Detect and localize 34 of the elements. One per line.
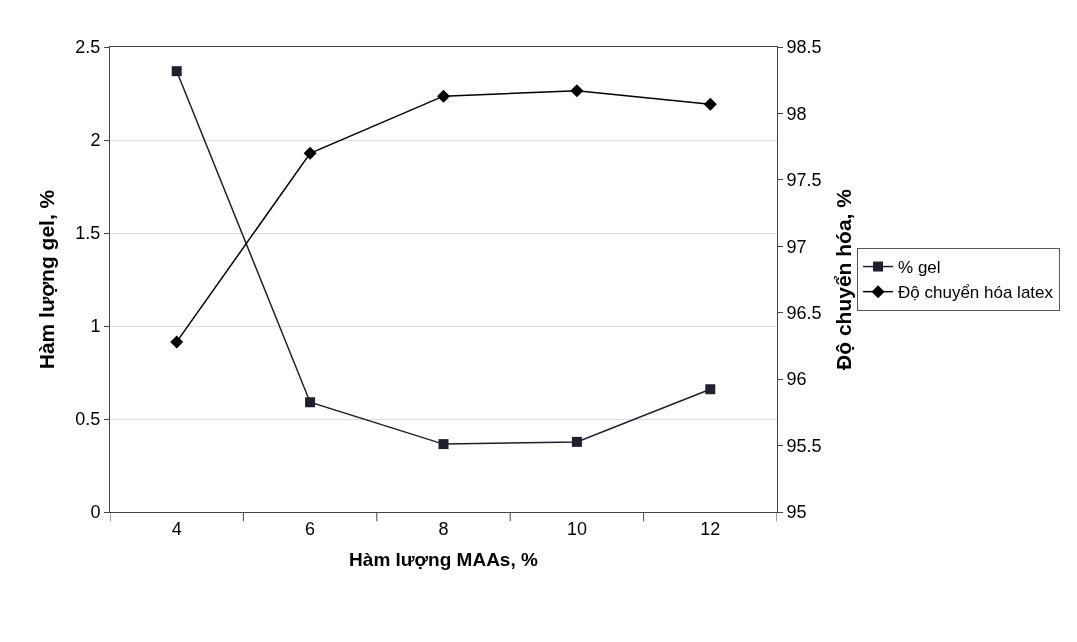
y-tick-label: 0.5: [75, 409, 101, 430]
y2-tick-label: 97: [786, 236, 807, 257]
point: [703, 97, 717, 111]
point: [171, 66, 182, 77]
legend-label: % gel: [898, 258, 941, 278]
point: [438, 439, 449, 450]
y-axis-title: Hàm lượng gel, %: [34, 189, 58, 370]
point: [437, 89, 450, 103]
y-tick-label: 2: [90, 130, 101, 151]
y2-tick-label: 98.5: [786, 37, 822, 58]
y2-tick-label: 96.5: [786, 303, 822, 324]
point: [170, 335, 184, 349]
point: [570, 84, 584, 98]
point: [571, 436, 582, 447]
y-tick-label: 1.5: [75, 223, 101, 244]
point: [303, 146, 317, 160]
x-tick-label: 8: [438, 518, 449, 539]
x-axis-title: Hàm lượng MAAs, %: [349, 549, 538, 571]
y2-tick-label: 95.5: [786, 435, 822, 456]
y2-axis-title: Độ chuyển hóa, %: [831, 188, 855, 370]
x-tick-label: 12: [700, 518, 721, 539]
x-tick-label: 4: [171, 518, 182, 539]
y2-tick-label: 98: [786, 103, 807, 124]
point: [305, 397, 316, 408]
y2-tick-label: 96: [786, 369, 807, 390]
y2-tick-label: 95: [786, 502, 807, 523]
point: [705, 384, 716, 395]
y2-tick-label: 97.5: [786, 170, 822, 191]
x-tick-label: 10: [566, 518, 587, 539]
y-tick-label: 0: [90, 502, 101, 523]
y-tick-label: 2.5: [75, 37, 101, 58]
legend-label: Độ chuyển hóa latex: [898, 283, 1054, 303]
y-tick-label: 1: [90, 316, 101, 337]
x-tick-label: 6: [305, 518, 316, 539]
